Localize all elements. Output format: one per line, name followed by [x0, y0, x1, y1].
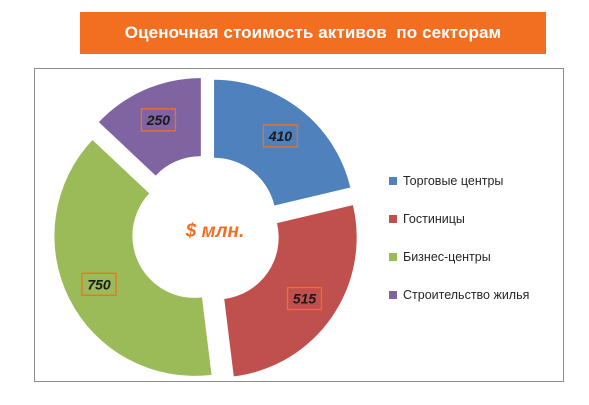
legend: Торговые центры Гостиницы Бизнес-центры Стр… — [389, 174, 529, 302]
data-label-бизнес-центры: 750 — [81, 272, 117, 296]
title-banner: Оценочная стоимость активов по секторам — [80, 12, 546, 54]
legend-swatch — [389, 253, 397, 261]
legend-item-строительство-жилья: Строительство жилья — [389, 288, 529, 302]
slice-бизнес-центры — [54, 139, 212, 376]
data-labels-layer: 410 515 750 250 — [81, 108, 323, 311]
legend-swatch — [389, 177, 397, 185]
data-label-box — [140, 108, 177, 132]
data-label-box — [262, 124, 299, 148]
center-unit-label: $ млн. — [185, 221, 244, 242]
legend-label: Торговые центры — [403, 174, 503, 188]
data-label-value: 410 — [268, 128, 293, 144]
legend-label: Бизнес-центры — [403, 250, 491, 264]
legend-item-бизнес-центры: Бизнес-центры — [389, 250, 491, 264]
data-label-value: 515 — [293, 291, 317, 307]
legend-swatch — [389, 291, 397, 299]
legend-item-гостиницы: Гостиницы — [389, 212, 465, 226]
data-label-value: 750 — [87, 276, 111, 292]
data-label-value: 250 — [146, 112, 171, 128]
data-label-box — [81, 272, 117, 296]
slices-layer — [54, 78, 357, 377]
legend-item-торговые-центры: Торговые центры — [389, 174, 503, 188]
slice-торговые-центры — [214, 79, 351, 206]
data-label-box — [286, 286, 323, 311]
slice-гостиницы — [224, 205, 357, 377]
data-label-гостиницы: 515 — [286, 286, 323, 311]
slice-строительство-жилья — [98, 78, 201, 176]
data-label-торговые-центры: 410 — [262, 124, 299, 148]
chart-title: Оценочная стоимость активов по секторам — [124, 23, 502, 42]
data-label-строительство-жилья: 250 — [140, 108, 177, 132]
legend-label: Строительство жилья — [403, 288, 529, 302]
legend-swatch — [389, 215, 397, 223]
legend-label: Гостиницы — [403, 212, 465, 226]
